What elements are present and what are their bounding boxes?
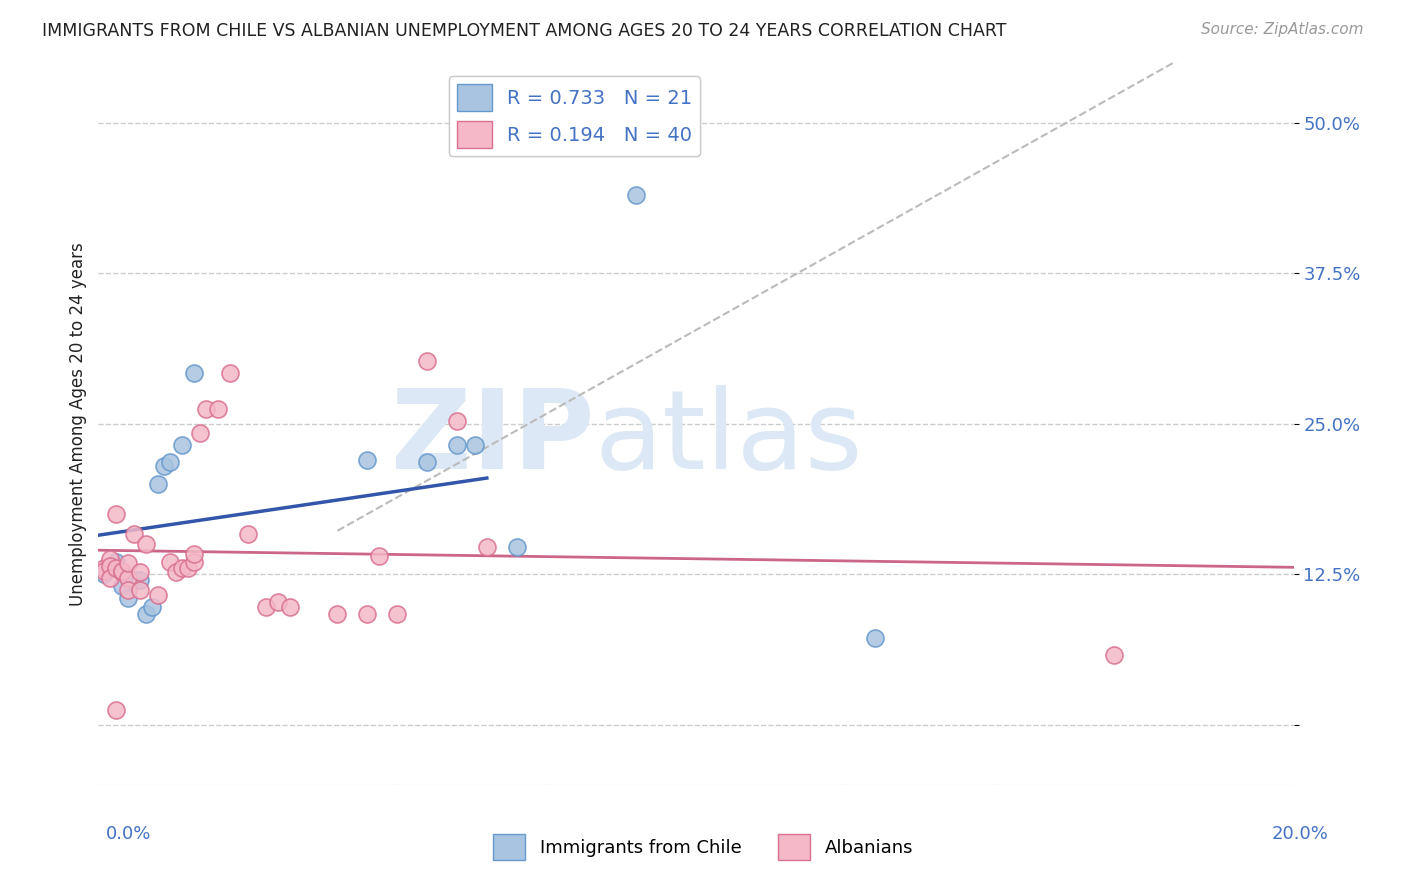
- Point: [98, 561, 122, 575]
- Text: Source: ZipAtlas.com: Source: ZipAtlas.com: [1201, 22, 1364, 37]
- Text: 0.0%: 0.0%: [105, 825, 150, 843]
- Point: [278, 599, 301, 614]
- Point: [129, 565, 152, 579]
- Point: [117, 582, 139, 597]
- Point: [124, 527, 146, 541]
- Point: [105, 507, 128, 521]
- Y-axis label: Unemployment Among Ages 20 to 24 years: Unemployment Among Ages 20 to 24 years: [69, 242, 87, 606]
- Point: [93, 564, 115, 578]
- Text: 20.0%: 20.0%: [1272, 825, 1329, 843]
- Point: [183, 366, 205, 380]
- Point: [141, 599, 163, 614]
- Point: [326, 607, 349, 621]
- Text: IMMIGRANTS FROM CHILE VS ALBANIAN UNEMPLOYMENT AMONG AGES 20 TO 24 YEARS CORRELA: IMMIGRANTS FROM CHILE VS ALBANIAN UNEMPL…: [42, 22, 1007, 40]
- Point: [98, 571, 122, 585]
- Point: [98, 551, 122, 566]
- Legend: Immigrants from Chile, Albanians: Immigrants from Chile, Albanians: [485, 827, 921, 867]
- Point: [183, 555, 205, 569]
- Point: [129, 573, 152, 587]
- Point: [183, 547, 205, 561]
- Point: [416, 455, 439, 469]
- Point: [117, 571, 139, 585]
- Point: [148, 588, 170, 602]
- Point: [267, 595, 290, 609]
- Point: [446, 438, 468, 452]
- Point: [111, 565, 134, 579]
- Text: ZIP: ZIP: [391, 384, 595, 491]
- Point: [135, 607, 157, 621]
- Point: [188, 426, 211, 441]
- Point: [129, 582, 152, 597]
- Point: [124, 573, 146, 587]
- Text: atlas: atlas: [595, 384, 863, 491]
- Point: [356, 607, 378, 621]
- Point: [172, 438, 194, 452]
- Point: [236, 527, 259, 541]
- Point: [111, 579, 134, 593]
- Point: [135, 537, 157, 551]
- Point: [506, 540, 529, 554]
- Point: [385, 607, 409, 621]
- Point: [368, 549, 391, 564]
- Point: [159, 555, 181, 569]
- Point: [153, 458, 176, 473]
- Point: [93, 567, 115, 582]
- Point: [159, 455, 181, 469]
- Point: [98, 558, 122, 573]
- Point: [111, 564, 134, 578]
- Point: [1104, 648, 1126, 662]
- Point: [165, 565, 187, 579]
- Point: [105, 555, 128, 569]
- Point: [475, 540, 498, 554]
- Point: [105, 561, 128, 575]
- Legend: R = 0.733   N = 21, R = 0.194   N = 40: R = 0.733 N = 21, R = 0.194 N = 40: [449, 76, 700, 156]
- Point: [207, 402, 229, 417]
- Point: [93, 561, 115, 575]
- Point: [626, 187, 648, 202]
- Point: [219, 366, 242, 380]
- Point: [172, 561, 194, 575]
- Point: [416, 354, 439, 368]
- Point: [464, 438, 486, 452]
- Point: [865, 631, 887, 645]
- Point: [148, 476, 170, 491]
- Point: [105, 703, 128, 717]
- Point: [117, 591, 139, 606]
- Point: [356, 452, 378, 467]
- Point: [254, 599, 277, 614]
- Point: [446, 414, 468, 428]
- Point: [195, 402, 218, 417]
- Point: [177, 561, 200, 575]
- Point: [117, 557, 139, 571]
